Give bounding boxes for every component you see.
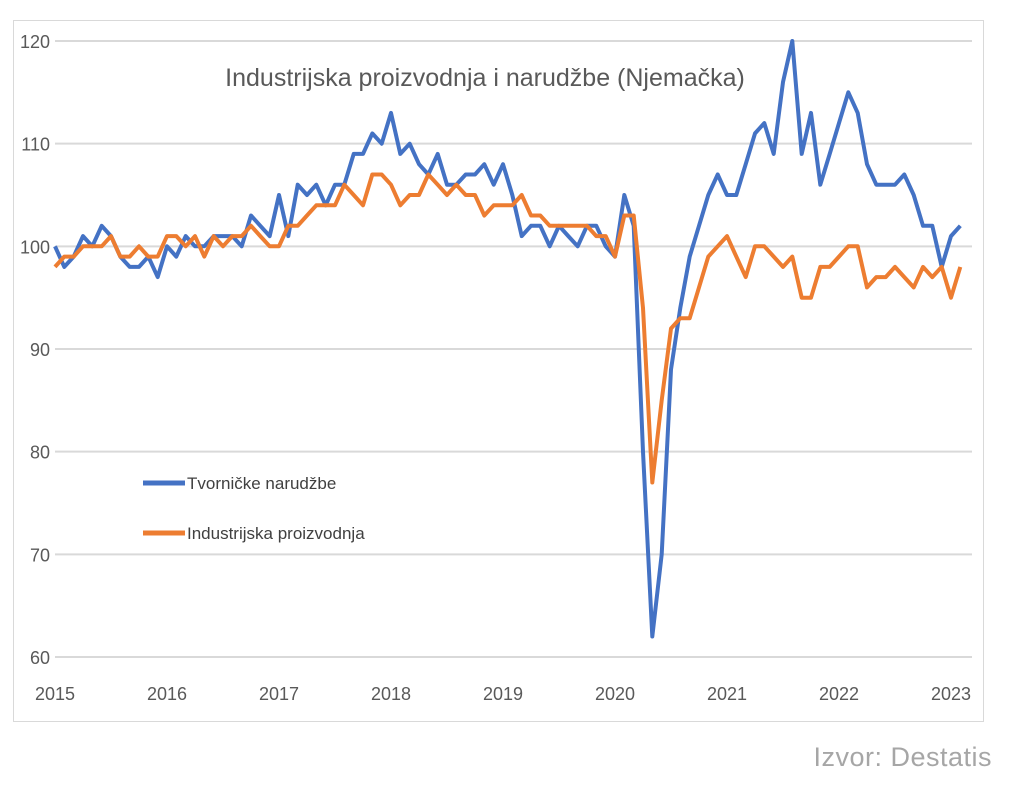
y-tick-label: 120 [20,32,50,52]
legend-label: Tvorničke narudžbe [187,474,336,493]
x-tick-label: 2022 [819,684,859,704]
y-tick-label: 70 [30,545,50,565]
y-tick-label: 110 [21,135,50,155]
legend-label: Industrijska proizvodnja [187,524,365,543]
y-tick-label: 100 [20,237,50,257]
chart-frame [13,20,984,722]
chart-title: Industrijska proizvodnja i narudžbe (Nje… [225,64,745,92]
y-tick-label: 80 [30,443,50,463]
source-note: Izvor: Destatis [813,742,992,772]
x-tick-label: 2021 [707,684,747,704]
x-tick-label: 2020 [595,684,635,704]
series-line-production [53,172,963,485]
x-tick-label: 2017 [259,684,299,704]
x-tick-label: 2015 [35,684,75,704]
y-tick-label: 60 [30,648,50,668]
x-tick-label: 2018 [371,684,411,704]
y-tick-label: 90 [30,340,50,360]
x-tick-label: 2016 [147,684,187,704]
x-tick-label: 2023 [931,684,971,704]
series-line-orders [53,39,962,639]
x-tick-label: 2019 [483,684,523,704]
